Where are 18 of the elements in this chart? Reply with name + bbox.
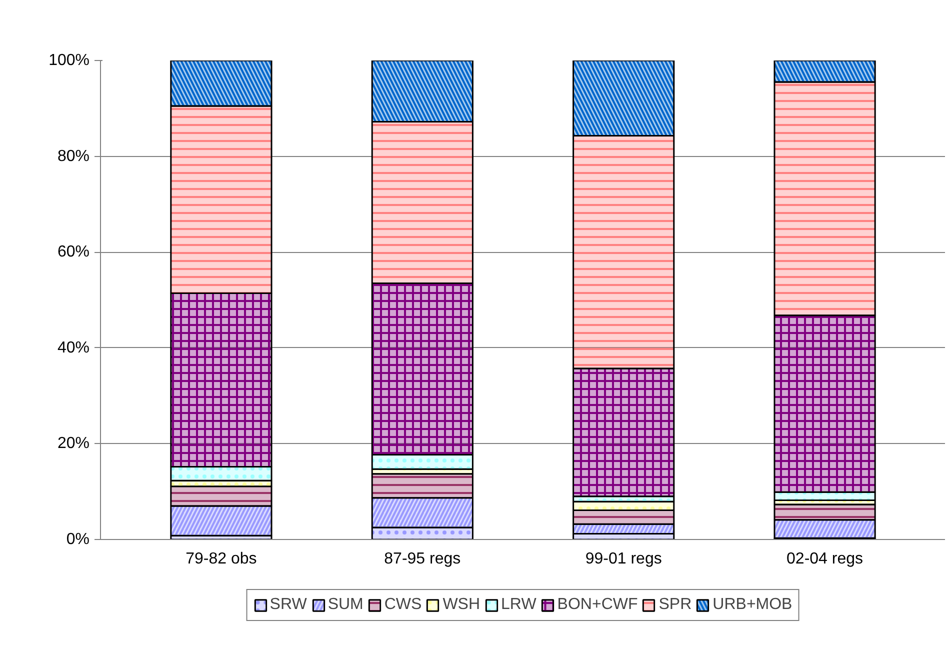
legend-label: LRW — [501, 596, 536, 614]
legend-label: WSH — [442, 596, 480, 614]
x-tick-label: 87-95 regs — [384, 550, 461, 568]
x-tick-label: 79-82 obs — [186, 550, 257, 568]
legend-label: SUM — [328, 596, 364, 614]
legend-label: CWS — [384, 596, 422, 614]
y-tick-label: 100% — [48, 52, 90, 69]
y-tick-label: 20% — [57, 435, 90, 452]
y-tick-label: 40% — [57, 339, 90, 356]
y-tick-label: 60% — [57, 244, 90, 261]
legend-label: BON+CWF — [557, 596, 638, 614]
legend-label: URB+MOB — [712, 596, 792, 614]
legend-label: SPR — [658, 596, 692, 614]
y-tick-label: 0% — [66, 531, 90, 548]
x-tick-label: 99-01 regs — [585, 550, 662, 568]
legend-label: SRW — [270, 596, 307, 614]
y-tick-label: 80% — [57, 148, 90, 165]
x-tick-label: 02-04 regs — [786, 550, 864, 568]
